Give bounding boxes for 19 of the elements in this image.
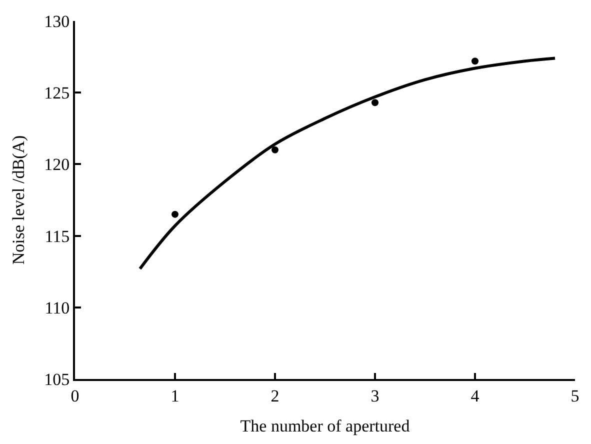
- y-tick-label: 125: [44, 84, 70, 103]
- y-tick-label: 120: [44, 155, 70, 174]
- point: [172, 210, 178, 218]
- x-tick-label: 5: [570, 386, 580, 406]
- y-tick-label: 110: [44, 298, 70, 318]
- x-tick-label: 0: [70, 386, 80, 406]
- point: [372, 99, 378, 106]
- y-tick-label: 105: [44, 370, 70, 389]
- x-tick-label: 1: [170, 386, 180, 406]
- y-tick-label: 115: [44, 226, 70, 246]
- x-tick-label: 2: [270, 386, 280, 406]
- point: [472, 58, 478, 65]
- line-series: [138, 56, 556, 270]
- y-axis-title: Noise level /dB(A): [9, 135, 28, 265]
- point: [272, 146, 278, 154]
- x-tick-label: 3: [370, 386, 380, 406]
- y-tick-label: 130: [44, 12, 70, 31]
- x-axis-title: The number of apertured: [240, 416, 410, 436]
- x-tick-label: 4: [470, 386, 480, 406]
